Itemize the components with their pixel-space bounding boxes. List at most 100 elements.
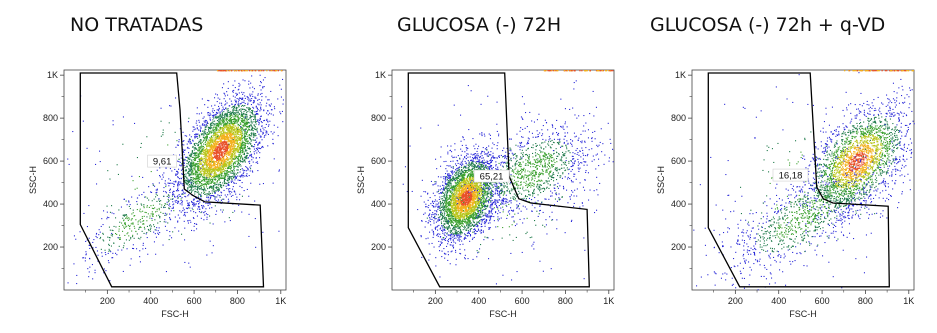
- event-dot: [208, 191, 210, 193]
- event-dot: [206, 154, 208, 156]
- event-dot: [217, 166, 219, 168]
- event-dot: [234, 107, 236, 109]
- event-dot: [268, 104, 270, 106]
- event-dot: [226, 150, 228, 152]
- event-dot: [236, 107, 238, 109]
- event-dot: [214, 197, 216, 199]
- event-dot: [129, 264, 131, 266]
- event-dot: [224, 160, 226, 162]
- event-dot: [176, 173, 178, 175]
- event-dot: [227, 111, 229, 113]
- event-dot: [215, 147, 217, 149]
- event-dot: [213, 117, 215, 119]
- event-dot: [245, 138, 247, 140]
- event-dot: [181, 164, 183, 166]
- event-dot: [96, 250, 98, 252]
- event-dot: [225, 167, 227, 169]
- event-dot: [97, 254, 99, 256]
- event-dot: [222, 138, 224, 140]
- event-dot: [191, 174, 193, 176]
- event-dot: [201, 195, 203, 197]
- event-dot: [203, 206, 205, 208]
- event-dot: [199, 178, 201, 180]
- event-dot: [259, 110, 261, 112]
- event-dot: [153, 226, 155, 228]
- event-dot: [218, 146, 220, 148]
- x-axis-title: FSC-H: [161, 309, 189, 319]
- event-dot: [209, 158, 211, 160]
- event-dot: [194, 134, 196, 136]
- event-dot: [260, 128, 262, 130]
- event-dot: [206, 136, 208, 138]
- event-dot: [188, 205, 190, 207]
- event-dot: [247, 146, 249, 148]
- event-dot: [231, 157, 233, 159]
- event-dot: [213, 175, 215, 177]
- event-dot: [210, 162, 212, 164]
- event-dot: [251, 170, 253, 172]
- event-dot: [192, 177, 194, 179]
- event-dot: [198, 203, 200, 205]
- event-dot: [194, 153, 196, 155]
- event-dot: [153, 208, 155, 210]
- event-dot: [228, 124, 230, 126]
- event-dot: [220, 146, 222, 148]
- event-dot: [224, 127, 226, 129]
- event-dot: [258, 104, 260, 106]
- event-dot: [194, 167, 196, 169]
- event-dot: [238, 120, 240, 122]
- event-dot: [146, 197, 148, 199]
- event-dot: [199, 188, 201, 190]
- event-dot: [280, 96, 282, 98]
- event-dot: [226, 179, 228, 181]
- event-dot: [164, 205, 166, 207]
- event-dot: [163, 187, 165, 189]
- event-dot: [220, 123, 222, 125]
- event-dot: [217, 163, 219, 165]
- event-dot: [254, 139, 256, 141]
- event-dot: [211, 178, 213, 180]
- event-dot: [242, 125, 244, 127]
- event-dot: [222, 135, 224, 137]
- event-dot: [490, 204, 492, 206]
- event-dot: [183, 154, 185, 156]
- event-dot: [231, 126, 233, 128]
- event-dot: [146, 205, 148, 207]
- event-dot: [251, 110, 253, 112]
- event-dot: [272, 70, 274, 72]
- event-dot: [187, 205, 189, 207]
- event-dot: [466, 183, 468, 185]
- event-dot: [225, 119, 227, 121]
- event-dot: [215, 142, 217, 144]
- event-dot: [213, 174, 215, 176]
- event-dot: [195, 122, 197, 124]
- event-dot: [143, 204, 145, 206]
- event-dot: [254, 111, 256, 113]
- event-dot: [211, 207, 213, 209]
- event-dot: [210, 154, 212, 156]
- event-dot: [227, 143, 229, 145]
- event-dot: [240, 160, 242, 162]
- event-dot: [209, 142, 211, 144]
- event-dot: [217, 122, 219, 124]
- event-dot: [220, 159, 222, 161]
- event-dot: [221, 135, 223, 137]
- event-dot: [191, 171, 193, 173]
- event-dot: [243, 145, 245, 147]
- event-dot: [207, 143, 209, 145]
- event-dot: [230, 146, 232, 148]
- event-dot: [111, 235, 113, 237]
- event-dot: [94, 272, 96, 274]
- event-dot: [184, 181, 186, 183]
- event-dot: [130, 258, 132, 260]
- event-dot: [255, 121, 257, 123]
- event-dot: [207, 176, 209, 178]
- event-dot: [215, 200, 217, 202]
- event-dot: [194, 181, 196, 183]
- event-dot: [229, 114, 231, 116]
- event-dot: [178, 230, 180, 232]
- event-dot: [220, 173, 222, 175]
- event-dot: [189, 190, 191, 192]
- event-dot: [195, 183, 197, 185]
- event-dot: [236, 98, 238, 100]
